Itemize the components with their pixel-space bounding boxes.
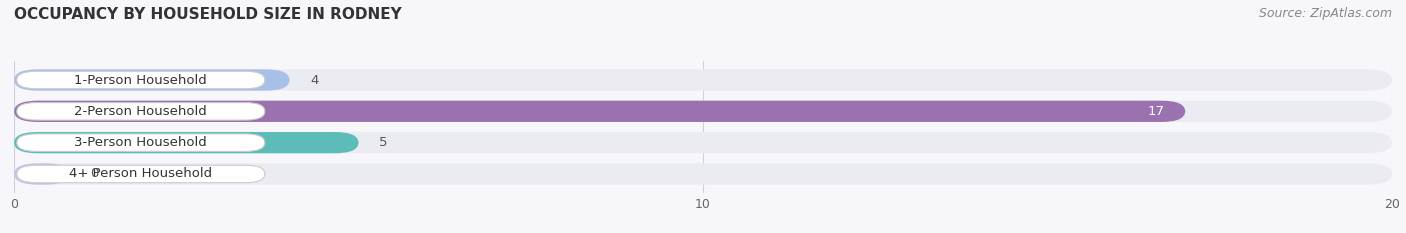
FancyBboxPatch shape: [17, 71, 264, 89]
FancyBboxPatch shape: [17, 165, 264, 183]
Text: 3-Person Household: 3-Person Household: [75, 136, 207, 149]
Text: 17: 17: [1147, 105, 1164, 118]
FancyBboxPatch shape: [17, 134, 264, 151]
Text: 5: 5: [380, 136, 388, 149]
FancyBboxPatch shape: [14, 163, 1392, 185]
FancyBboxPatch shape: [14, 132, 359, 153]
FancyBboxPatch shape: [14, 101, 1392, 122]
Text: 4+ Person Household: 4+ Person Household: [69, 168, 212, 181]
Text: Source: ZipAtlas.com: Source: ZipAtlas.com: [1258, 7, 1392, 20]
Text: 4: 4: [311, 73, 319, 86]
FancyBboxPatch shape: [14, 132, 1392, 153]
Text: 1-Person Household: 1-Person Household: [75, 73, 207, 86]
FancyBboxPatch shape: [14, 69, 1392, 91]
Text: 0: 0: [90, 168, 98, 181]
FancyBboxPatch shape: [14, 163, 69, 185]
Text: 2-Person Household: 2-Person Household: [75, 105, 207, 118]
Text: OCCUPANCY BY HOUSEHOLD SIZE IN RODNEY: OCCUPANCY BY HOUSEHOLD SIZE IN RODNEY: [14, 7, 402, 22]
FancyBboxPatch shape: [14, 69, 290, 91]
FancyBboxPatch shape: [17, 103, 264, 120]
FancyBboxPatch shape: [14, 101, 1185, 122]
